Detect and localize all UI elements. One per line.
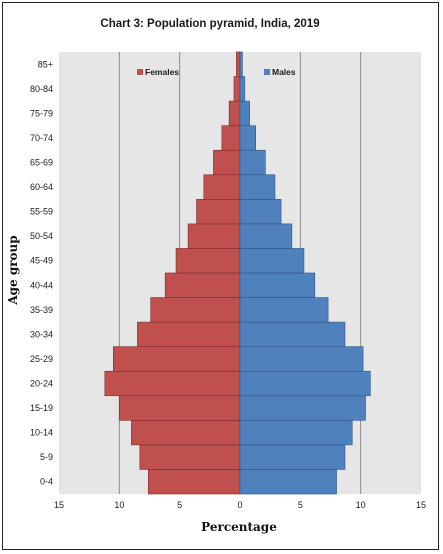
bar-females-75-79 bbox=[228, 100, 241, 126]
bar-females-85+ bbox=[236, 51, 241, 77]
bar-females-15-19 bbox=[119, 395, 241, 421]
x-axis-label: Percentage bbox=[201, 520, 277, 534]
bar-females-20-24 bbox=[104, 370, 241, 397]
bar-females-50-54 bbox=[187, 223, 241, 249]
x-tick-label: 5 bbox=[298, 500, 303, 510]
bar-males-85+ bbox=[239, 51, 243, 77]
y-tick-label: 80-84 bbox=[30, 84, 53, 94]
bar-males-70-74 bbox=[239, 125, 256, 151]
y-tick-label: 60-64 bbox=[30, 182, 53, 192]
y-tick-label: 10-14 bbox=[30, 428, 53, 438]
y-tick-label: 55-59 bbox=[30, 207, 53, 217]
bar-males-0-4 bbox=[239, 469, 337, 495]
bar-males-15-19 bbox=[239, 395, 366, 421]
bar-males-55-59 bbox=[239, 199, 282, 225]
legend-label-males: Males bbox=[272, 67, 296, 77]
bar-males-50-54 bbox=[239, 223, 293, 249]
legend-swatch-males bbox=[264, 69, 270, 75]
bar-males-20-24 bbox=[239, 370, 371, 397]
bar-males-25-29 bbox=[239, 346, 364, 372]
bar-males-35-39 bbox=[239, 297, 329, 323]
x-tick-label: 0 bbox=[237, 500, 242, 510]
legend-swatch-females bbox=[137, 69, 143, 75]
bar-males-60-64 bbox=[239, 174, 276, 200]
y-axis-label: Age group bbox=[6, 235, 20, 305]
females-bars bbox=[104, 51, 241, 495]
bar-females-25-29 bbox=[113, 346, 241, 372]
x-tick-labels: 15 10 5 0 5 10 15 bbox=[54, 500, 426, 510]
y-tick-label: 15-19 bbox=[30, 403, 53, 413]
y-tick-label: 25-29 bbox=[30, 354, 53, 364]
bar-males-45-49 bbox=[239, 248, 305, 274]
y-tick-label: 30-34 bbox=[30, 329, 53, 339]
y-tick-label: 35-39 bbox=[30, 305, 53, 315]
bar-females-0-4 bbox=[147, 469, 241, 495]
bar-males-5-9 bbox=[239, 444, 346, 470]
y-tick-label: 0-4 bbox=[40, 477, 53, 487]
bar-females-80-84 bbox=[233, 76, 241, 102]
bar-females-55-59 bbox=[196, 199, 241, 225]
bar-males-75-79 bbox=[239, 100, 250, 126]
x-tick-label: 10 bbox=[114, 500, 124, 510]
x-tick-label: 10 bbox=[356, 500, 366, 510]
y-tick-label: 65-69 bbox=[30, 158, 53, 168]
bar-females-35-39 bbox=[150, 297, 241, 323]
bar-females-45-49 bbox=[175, 248, 241, 274]
bar-females-30-34 bbox=[137, 321, 241, 347]
x-tick-label: 5 bbox=[177, 500, 182, 510]
bar-males-10-14 bbox=[239, 420, 353, 446]
bar-males-80-84 bbox=[239, 76, 246, 102]
y-tick-label: 70-74 bbox=[30, 133, 53, 143]
bar-females-10-14 bbox=[131, 420, 241, 446]
x-tick-label: 15 bbox=[54, 500, 64, 510]
bar-females-60-64 bbox=[203, 174, 241, 200]
y-tick-label: 20-24 bbox=[30, 379, 53, 389]
bar-females-40-44 bbox=[164, 272, 241, 298]
y-tick-labels: 0-4 5-9 10-14 15-19 20-24 25-29 30-34 35-39 40-4… bbox=[30, 59, 53, 486]
males-bars bbox=[239, 51, 371, 495]
bar-females-65-69 bbox=[213, 149, 241, 176]
y-tick-label: 85+ bbox=[38, 59, 53, 69]
y-tick-label: 75-79 bbox=[30, 108, 53, 118]
bar-males-30-34 bbox=[239, 321, 346, 347]
y-tick-label: 45-49 bbox=[30, 256, 53, 266]
x-tick-label: 15 bbox=[416, 500, 426, 510]
y-tick-label: 50-54 bbox=[30, 231, 53, 241]
legend: Females Males bbox=[137, 67, 296, 77]
chart-title: Chart 3: Population pyramid, India, 2019 bbox=[100, 18, 319, 30]
bar-males-40-44 bbox=[239, 272, 316, 298]
legend-label-females: Females bbox=[145, 67, 179, 77]
bar-males-65-69 bbox=[239, 149, 266, 176]
bar-females-5-9 bbox=[139, 444, 241, 470]
bar-females-70-74 bbox=[221, 125, 241, 151]
y-tick-label: 40-44 bbox=[30, 280, 53, 290]
y-tick-label: 5-9 bbox=[40, 452, 53, 462]
